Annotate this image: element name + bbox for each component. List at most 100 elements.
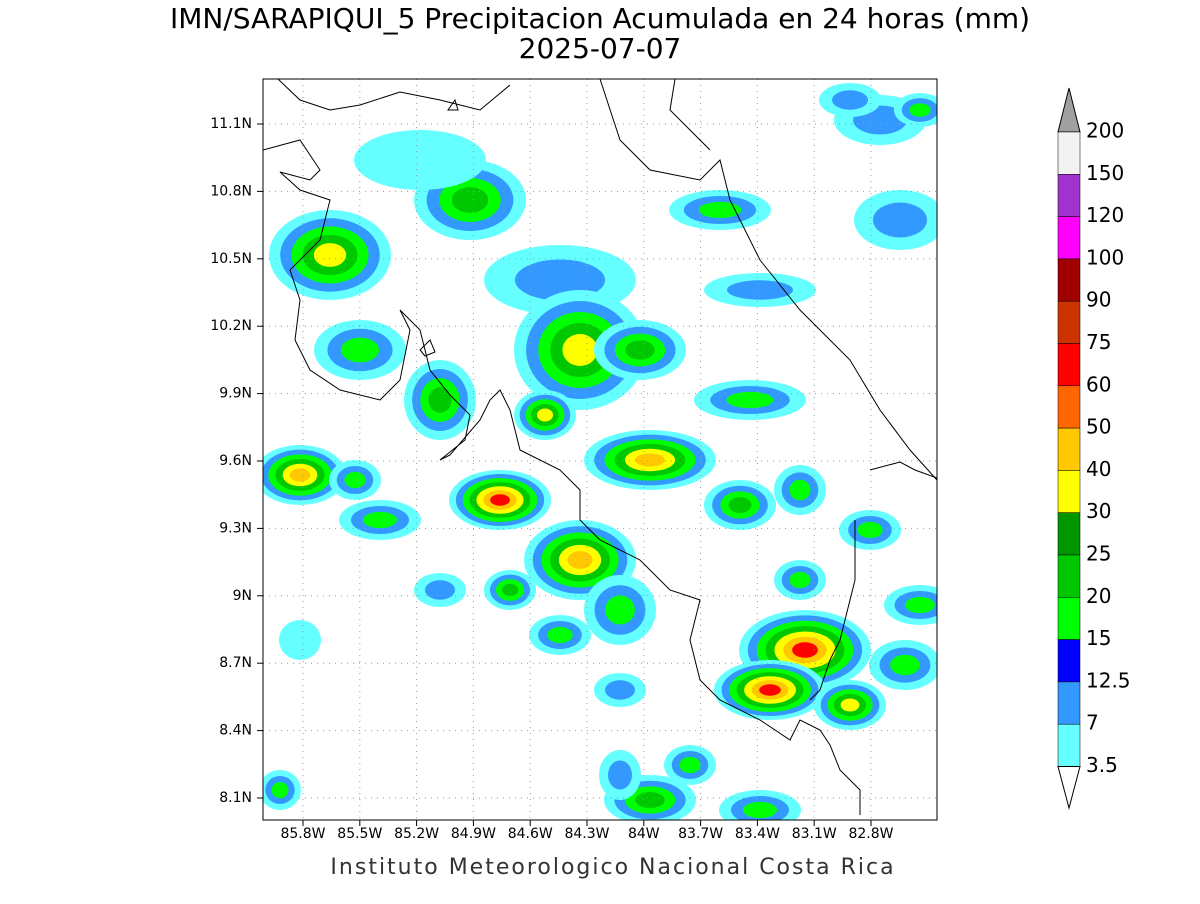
- colorbar-under: [1057, 766, 1081, 810]
- lon-label: 85.2W: [394, 826, 439, 842]
- colorbar-band: [1057, 554, 1081, 598]
- lat-label: 10.5N: [210, 251, 252, 267]
- map-frame: [262, 78, 938, 821]
- island: [447, 98, 459, 111]
- lon-label: 85.8W: [280, 826, 325, 842]
- colorbar-band: [1057, 639, 1081, 683]
- rain-area: [354, 130, 486, 190]
- colorbar-band: [1057, 131, 1081, 175]
- coast: [599, 79, 937, 481]
- colorbar-band: [1057, 343, 1081, 387]
- colorbar-label: 100: [1086, 245, 1124, 269]
- lat-label: 8.7N: [219, 655, 252, 671]
- lat-label: 9.9N: [219, 386, 252, 402]
- colorbar-band: [1057, 597, 1081, 640]
- colorbar-label: 12.5: [1086, 668, 1131, 692]
- coast: [277, 79, 511, 111]
- colorbar-band: [1057, 216, 1081, 260]
- lon-label: 84.6W: [508, 826, 553, 842]
- rain-area: [567, 551, 593, 569]
- rain-area: [789, 479, 811, 501]
- rain-area: [289, 468, 311, 482]
- lat-label: 10.2N: [210, 318, 252, 334]
- colorbar-band: [1057, 470, 1081, 513]
- lat-label: 9N: [233, 588, 252, 604]
- colorbar-label: 90: [1086, 288, 1111, 312]
- colorbar-label: 150: [1086, 161, 1124, 185]
- colorbar-band: [1057, 385, 1081, 429]
- lon-label: 84W: [628, 826, 660, 842]
- rain-area: [905, 596, 935, 614]
- rain-area: [490, 494, 510, 506]
- lon-label: 83.4W: [735, 826, 780, 842]
- rain-area: [857, 521, 883, 539]
- lon-label: 83.7W: [678, 826, 723, 842]
- rain-area: [625, 340, 655, 360]
- lat-label: 11.1N: [210, 116, 252, 132]
- lon-label: 84.3W: [564, 826, 609, 842]
- rain-area: [340, 337, 380, 363]
- title: IMN/SARAPIQUI_5 Precipitacion Acumulada …: [170, 2, 1030, 35]
- coastlines: [263, 79, 937, 815]
- rain-area: [428, 387, 452, 413]
- rain-area: [759, 684, 781, 696]
- colorbar-band: [1057, 512, 1081, 556]
- rain-area: [832, 90, 868, 110]
- lake: [419, 339, 436, 357]
- rain-area: [536, 408, 554, 422]
- lat-label: 9.6N: [219, 453, 252, 469]
- lat-label: 10.8N: [210, 183, 252, 199]
- rain-area: [451, 187, 489, 213]
- rain-area: [679, 756, 701, 774]
- lon-label: 85.5W: [337, 826, 382, 842]
- rain-area: [605, 680, 635, 700]
- rain-area: [605, 595, 635, 625]
- colorbar-band: [1057, 723, 1081, 767]
- grid: 11.1N 10.8N 10.5N 10.2N 9.9N 9.6N 9.3N 9N 8.7N 8.…: [210, 79, 937, 842]
- rain-area: [727, 280, 793, 300]
- border: [669, 79, 711, 151]
- rain-area: [726, 391, 774, 409]
- rain-area: [728, 497, 752, 513]
- colorbar-band: [1057, 681, 1081, 725]
- lat-label: 9.3N: [219, 520, 252, 536]
- rain-area: [840, 698, 860, 712]
- colorbar-label: 50: [1086, 415, 1111, 439]
- colorbar-label: 120: [1086, 203, 1124, 227]
- rain-area: [890, 654, 920, 676]
- colorbar-label: 30: [1086, 499, 1111, 523]
- colorbar-label: 20: [1086, 584, 1111, 608]
- rain-area: [271, 781, 289, 799]
- colorbar-label: 200: [1086, 119, 1124, 143]
- rain-area: [279, 620, 321, 660]
- rain-area: [635, 792, 665, 808]
- rain-area: [698, 201, 742, 219]
- colorbar-label: 25: [1086, 542, 1111, 566]
- colorbar-label: 7: [1086, 711, 1099, 735]
- colorbar-band: [1057, 300, 1081, 344]
- rain-area: [547, 626, 573, 644]
- rain-area: [608, 760, 632, 790]
- rain-area: [792, 642, 818, 658]
- border: [809, 520, 856, 701]
- rain-area: [363, 511, 397, 529]
- lon-label: 82.8W: [848, 826, 893, 842]
- border: [869, 461, 937, 479]
- colorbar-label: 60: [1086, 372, 1111, 396]
- rain-area: [873, 202, 927, 238]
- lon-label: 84.9W: [451, 826, 496, 842]
- colorbar: 200 150 120 100 90 75 60 50 40 30 25 20 15 12.5 7 3.5: [1057, 87, 1131, 810]
- lat-label: 8.1N: [219, 790, 252, 806]
- colorbar-label: 15: [1086, 626, 1111, 650]
- colorbar-band: [1057, 258, 1081, 302]
- colorbar-label: 75: [1086, 330, 1111, 354]
- colorbar-band: [1057, 427, 1081, 471]
- rain-area: [425, 580, 455, 600]
- rain-area: [501, 583, 519, 597]
- date: 2025-07-07: [519, 32, 682, 65]
- coast: [263, 139, 861, 815]
- colorbar-band: [1057, 174, 1081, 217]
- precipitation-field: [263, 83, 937, 820]
- rain-area: [789, 571, 811, 589]
- lat-label: 8.4N: [219, 723, 252, 739]
